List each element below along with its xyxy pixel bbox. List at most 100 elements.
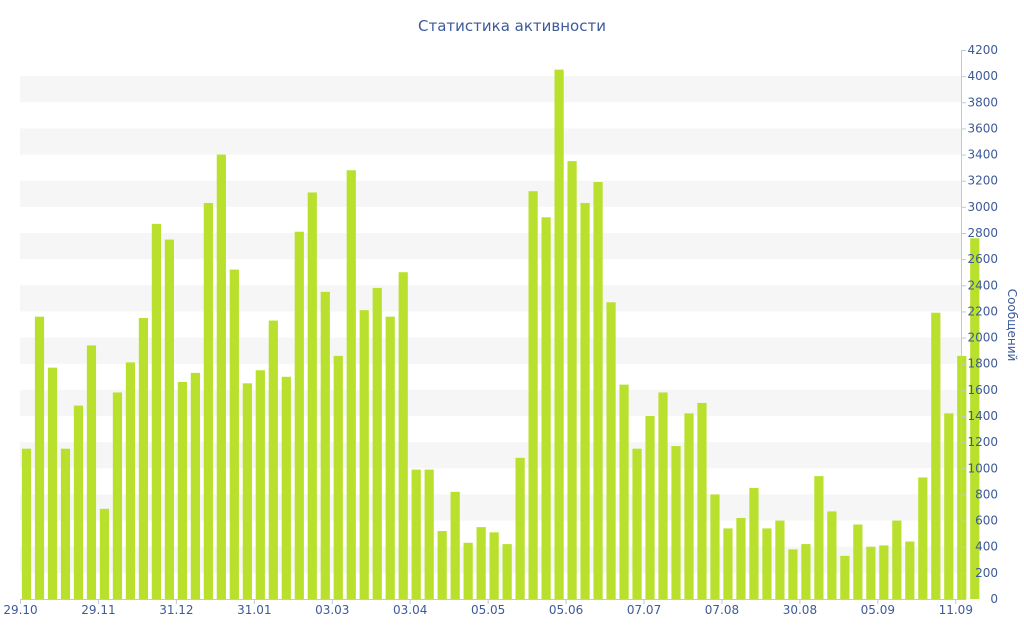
bar [866, 546, 876, 599]
y-tick-label: 400 [975, 540, 998, 554]
bar [931, 312, 941, 599]
bar [21, 448, 32, 599]
bar [424, 469, 434, 599]
bar [294, 231, 304, 599]
bar [372, 287, 382, 599]
bar [619, 384, 629, 599]
bar [268, 320, 278, 599]
bar [710, 494, 720, 599]
grid-band [20, 285, 961, 312]
y-tick-label: 3400 [967, 148, 998, 162]
y-axis-ticks: 0 200 400 600 800 1000 1200 1400 1600 1800 2000 220… [961, 43, 998, 606]
bar [606, 302, 616, 599]
y-tick-label: 3600 [967, 121, 998, 135]
bar [801, 544, 811, 599]
grid-band [20, 128, 961, 155]
y-tick-label: 3800 [967, 95, 998, 109]
bar [229, 269, 239, 599]
bar [164, 239, 174, 600]
x-tick-label: 30.08 [783, 603, 817, 617]
bar [775, 520, 785, 599]
bar [944, 413, 954, 599]
x-tick-label: 11.09 [939, 603, 973, 617]
x-tick-label: 29.11 [81, 603, 115, 617]
bar [411, 469, 421, 599]
bar [60, 448, 71, 599]
y-tick-label: 1600 [967, 383, 998, 397]
bar [918, 477, 928, 599]
x-tick-label: 05.05 [471, 603, 505, 617]
bar [749, 487, 759, 599]
bar [463, 542, 473, 599]
grid-band [20, 180, 961, 207]
bar [437, 531, 447, 599]
bar [567, 161, 577, 600]
bar [658, 392, 668, 599]
grid-band [20, 233, 961, 260]
bar [242, 383, 252, 599]
y-tick-label: 600 [975, 514, 998, 528]
grid-bands [20, 76, 961, 573]
y-tick-label: 1000 [967, 461, 998, 475]
bar [905, 541, 915, 599]
grid-band [20, 442, 961, 469]
x-tick-label: 07.07 [627, 603, 661, 617]
bar [359, 310, 369, 599]
bar [762, 528, 772, 599]
y-tick-label: 1400 [967, 409, 998, 423]
bar [671, 446, 681, 599]
grid-band [20, 389, 961, 416]
x-tick-label: 31.01 [237, 603, 271, 617]
y-tick-label: 3000 [967, 200, 998, 214]
bar [580, 202, 590, 599]
x-tick-label: 05.09 [861, 603, 895, 617]
bar [346, 170, 356, 599]
bar [515, 457, 525, 599]
bar [528, 191, 538, 600]
x-tick-label: 03.04 [393, 603, 427, 617]
grid-band [20, 494, 961, 521]
bar [697, 402, 707, 599]
bar [307, 192, 317, 600]
y-tick-label: 2200 [967, 304, 998, 318]
bar [73, 405, 84, 599]
bar [138, 317, 149, 599]
y-tick-label: 2400 [967, 278, 998, 292]
x-tick-label: 31.12 [159, 603, 193, 617]
x-tick-label: 29.10 [3, 603, 37, 617]
x-tick-label: 07.08 [705, 603, 739, 617]
bar [632, 448, 642, 599]
bar [593, 182, 603, 599]
bar [541, 217, 551, 599]
bar [47, 367, 58, 599]
bar [450, 491, 460, 599]
x-tick-label: 03.03 [315, 603, 349, 617]
bar [190, 372, 200, 599]
y-tick-label: 800 [975, 487, 998, 501]
bars-group [21, 69, 980, 600]
bar [554, 69, 564, 600]
bar [125, 362, 136, 599]
bar [255, 370, 265, 599]
bar [645, 416, 655, 599]
chart-title: Статистика активности [418, 17, 606, 35]
x-axis-ticks: 29.10 29.11 31.12 31.01 03.03 03.04 05.05 05.06… [3, 599, 973, 617]
bar [99, 508, 110, 599]
y-tick-label: 2600 [967, 252, 998, 266]
bar [788, 549, 798, 599]
bar [151, 223, 161, 599]
y-tick-label: 1800 [967, 357, 998, 371]
x-tick-label: 05.06 [549, 603, 583, 617]
bar [203, 202, 213, 599]
y-tick-label: 4000 [967, 69, 998, 83]
y-tick-label: 0 [990, 592, 998, 606]
bar [86, 345, 97, 599]
y-tick-label: 4200 [967, 43, 998, 57]
y-axis-title: Сообщений [1005, 289, 1019, 362]
bar [970, 238, 980, 600]
bar [112, 392, 123, 599]
bar [892, 520, 902, 599]
y-tick-label: 200 [975, 566, 998, 580]
y-tick-label: 2000 [967, 331, 998, 345]
